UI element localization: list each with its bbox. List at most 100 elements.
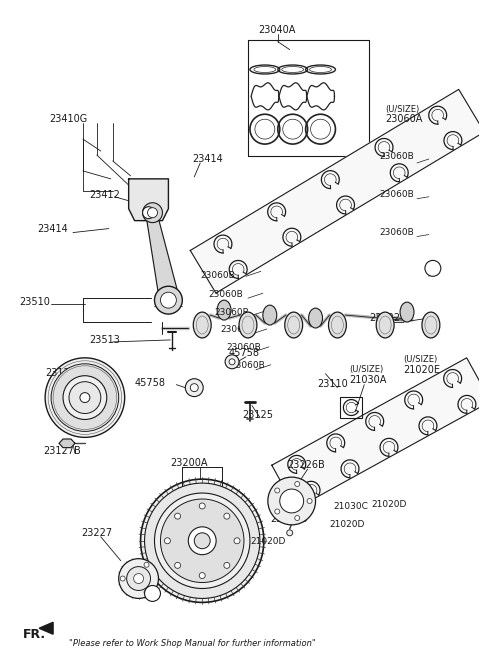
Text: 21020D: 21020D	[371, 501, 407, 510]
Text: 23127B: 23127B	[43, 446, 81, 457]
Circle shape	[80, 393, 90, 403]
Text: 23060B: 23060B	[379, 152, 414, 161]
Ellipse shape	[217, 300, 231, 320]
Text: 23060B: 23060B	[214, 308, 249, 317]
Circle shape	[295, 482, 300, 487]
Circle shape	[199, 503, 205, 509]
Polygon shape	[272, 358, 480, 509]
Text: 21020D: 21020D	[329, 520, 365, 529]
Circle shape	[141, 479, 264, 602]
Text: (U/SIZE): (U/SIZE)	[385, 105, 420, 113]
Text: (U/SIZE): (U/SIZE)	[349, 365, 384, 375]
Circle shape	[224, 562, 230, 568]
Circle shape	[199, 573, 205, 579]
Text: 23200A: 23200A	[170, 458, 208, 468]
Circle shape	[51, 364, 119, 432]
Text: FR.: FR.	[23, 628, 47, 641]
Circle shape	[133, 573, 144, 584]
Text: A: A	[150, 589, 156, 598]
Circle shape	[175, 513, 180, 519]
Circle shape	[190, 384, 198, 392]
Text: 45758: 45758	[134, 378, 166, 388]
Circle shape	[144, 562, 149, 567]
Polygon shape	[190, 89, 480, 293]
Text: 23060A: 23060A	[385, 114, 422, 124]
Text: 23227: 23227	[81, 528, 112, 538]
Circle shape	[63, 376, 107, 419]
Circle shape	[188, 527, 216, 555]
Ellipse shape	[239, 312, 257, 338]
Circle shape	[185, 379, 203, 397]
Text: 23060B: 23060B	[200, 271, 235, 280]
Text: 21020D: 21020D	[250, 537, 285, 546]
Text: 21030A: 21030A	[349, 375, 387, 384]
Circle shape	[160, 499, 244, 583]
Circle shape	[160, 292, 176, 308]
Ellipse shape	[285, 312, 302, 338]
Ellipse shape	[422, 312, 440, 338]
Circle shape	[307, 499, 312, 503]
Text: 23060B: 23060B	[226, 343, 261, 352]
Ellipse shape	[376, 312, 394, 338]
Text: 23060B: 23060B	[379, 190, 414, 199]
Polygon shape	[39, 623, 53, 634]
Circle shape	[69, 382, 101, 413]
Circle shape	[144, 590, 149, 595]
Ellipse shape	[193, 312, 211, 338]
Circle shape	[275, 509, 280, 514]
Circle shape	[229, 359, 235, 365]
Polygon shape	[59, 439, 75, 447]
Text: 23412: 23412	[89, 190, 120, 200]
Circle shape	[234, 538, 240, 544]
Bar	[340, 397, 362, 419]
Text: 23311B: 23311B	[270, 514, 307, 524]
Text: 23060B: 23060B	[220, 325, 255, 335]
Text: 45758: 45758	[228, 348, 259, 358]
Text: 23125: 23125	[242, 411, 273, 420]
Text: 21030C: 21030C	[334, 502, 368, 512]
Ellipse shape	[400, 302, 414, 322]
Text: 23513: 23513	[89, 335, 120, 345]
Polygon shape	[129, 179, 168, 220]
Text: 23222: 23222	[369, 313, 400, 323]
Text: 21020E: 21020E	[403, 365, 440, 375]
Circle shape	[275, 488, 280, 493]
Circle shape	[144, 483, 260, 598]
Circle shape	[127, 567, 151, 590]
Circle shape	[425, 260, 441, 276]
Circle shape	[120, 576, 125, 581]
Circle shape	[224, 513, 230, 519]
Circle shape	[119, 559, 158, 598]
Text: (U/SIZE): (U/SIZE)	[403, 356, 437, 364]
Circle shape	[287, 530, 293, 536]
Text: 23040A: 23040A	[258, 25, 295, 35]
Circle shape	[143, 207, 155, 218]
Ellipse shape	[309, 308, 323, 328]
Circle shape	[155, 493, 250, 588]
Circle shape	[175, 562, 180, 568]
Text: 23226B: 23226B	[288, 461, 325, 470]
Polygon shape	[146, 218, 179, 306]
Circle shape	[155, 286, 182, 314]
Circle shape	[165, 538, 170, 544]
Text: 23060B: 23060B	[208, 290, 243, 298]
Circle shape	[45, 358, 125, 438]
Circle shape	[280, 489, 304, 513]
Circle shape	[194, 533, 210, 548]
Circle shape	[295, 516, 300, 520]
Ellipse shape	[328, 312, 347, 338]
Circle shape	[225, 355, 239, 369]
Text: 23414: 23414	[37, 224, 68, 234]
Text: 23510: 23510	[19, 297, 50, 307]
Circle shape	[268, 477, 315, 525]
Text: 23410G: 23410G	[49, 114, 87, 124]
Circle shape	[147, 208, 157, 218]
Ellipse shape	[263, 305, 277, 325]
Text: 23060B: 23060B	[230, 361, 265, 370]
Text: 23414: 23414	[192, 154, 223, 164]
Text: "Please refer to Work Shop Manual for further information": "Please refer to Work Shop Manual for fu…	[69, 639, 316, 647]
Text: 23060B: 23060B	[379, 228, 414, 237]
Circle shape	[144, 586, 160, 602]
Text: A: A	[430, 264, 436, 273]
Text: 23124B: 23124B	[45, 368, 83, 378]
